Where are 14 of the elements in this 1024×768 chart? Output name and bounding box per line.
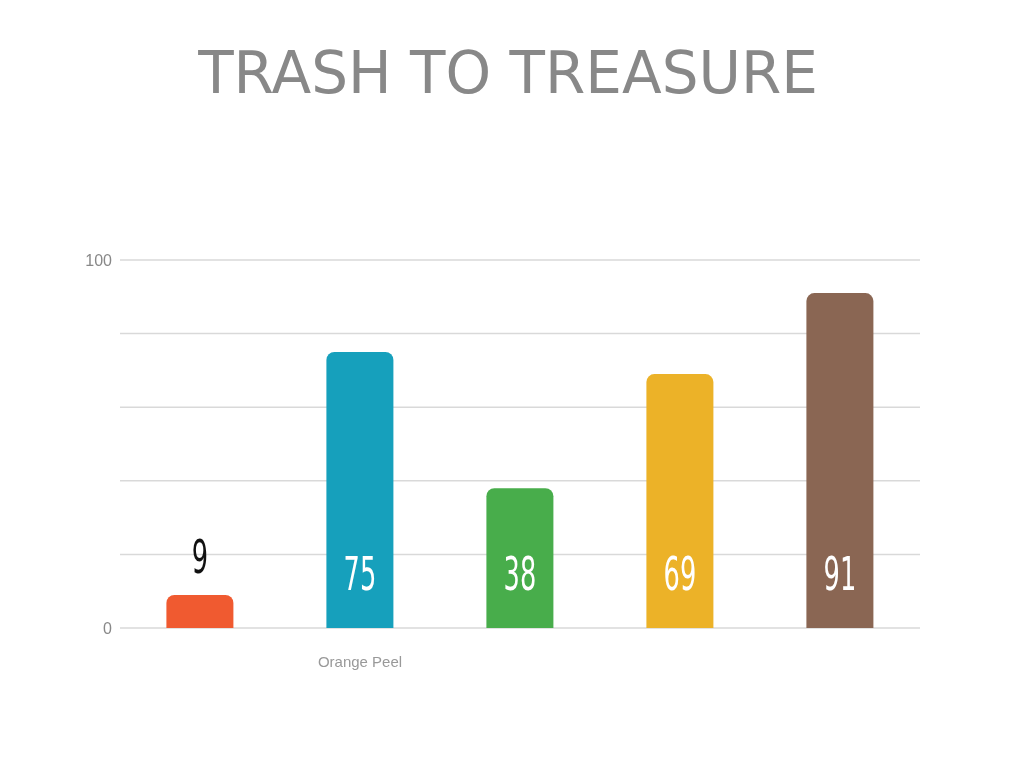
x-tick-label: Orange Peel [317, 652, 403, 670]
data-label: 69 [663, 546, 697, 601]
data-label: 9 [191, 529, 209, 584]
bar [806, 293, 874, 628]
data-label: 75 [343, 546, 377, 601]
bar [486, 488, 554, 628]
data-label: 38 [503, 546, 537, 601]
y-tick-label: 0 [103, 619, 113, 637]
y-tick-label: 100 [85, 251, 113, 269]
data-label: 91 [823, 546, 857, 601]
bar [166, 594, 234, 628]
chart-title: TRASH TO TREASURE [197, 38, 819, 109]
bar [326, 352, 394, 628]
bar [646, 374, 714, 628]
